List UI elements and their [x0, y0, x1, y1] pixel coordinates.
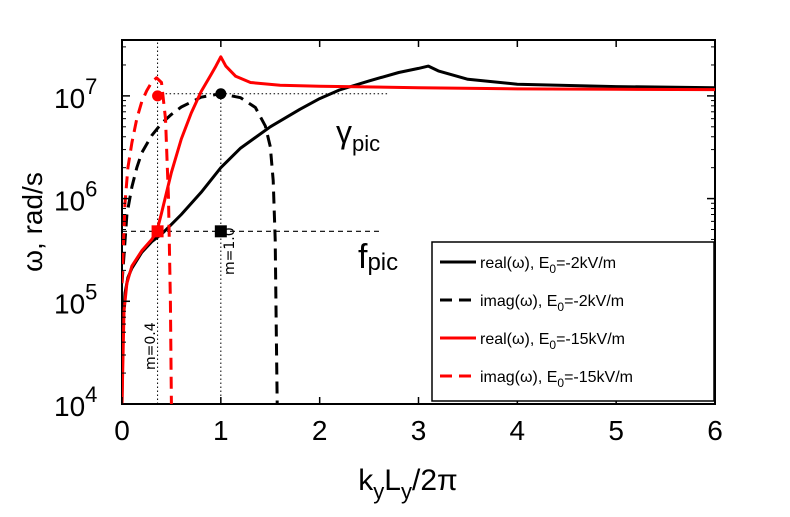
x-tick-label-0: 0	[114, 415, 130, 446]
x-tick-label-2: 2	[312, 415, 328, 446]
f-pic-label: fpic	[358, 238, 398, 276]
legend-label-2: real(ω), E0=-15kV/m	[480, 331, 625, 352]
f-pic-base: f	[358, 238, 368, 276]
x-tick-label-5: 5	[608, 415, 624, 446]
y-tick-label-0: 104	[54, 382, 97, 422]
marker-point-3	[214, 225, 227, 238]
legend-label-1: imag(ω), E0=-2kV/m	[480, 293, 624, 314]
y-ticks: 104 105 106 107	[54, 46, 715, 422]
guide-lines	[122, 40, 389, 404]
data-markers	[151, 88, 227, 238]
legend-label-3: imag(ω), E0=-15kV/m	[480, 369, 633, 390]
f-pic-sub: pic	[367, 249, 398, 276]
gamma-pic-base: γ	[336, 114, 352, 150]
x-label-base: k	[358, 464, 374, 497]
x-label-mid: L	[384, 464, 401, 497]
x-tick-label-3: 3	[411, 415, 427, 446]
legend-label-0: real(ω), E0=-2kV/m	[480, 255, 616, 276]
x-axis-label: kyLy/2π	[358, 464, 457, 504]
marker-point-2	[151, 225, 164, 238]
marker-point-0	[152, 90, 164, 102]
series-line-1	[122, 92, 279, 404]
gamma-pic-sub: pic	[352, 131, 380, 156]
legend-box	[431, 241, 715, 402]
gamma-pic-label: γpic	[336, 114, 380, 156]
series-line-3	[122, 76, 173, 404]
x-ticks: 0 1 2 3 4 5 6	[114, 40, 723, 446]
annotation-m-left: m=0.4	[143, 322, 159, 370]
x-tick-label-1: 1	[213, 415, 229, 446]
series-line-2	[122, 55, 715, 404]
marker-point-1	[215, 88, 227, 100]
y-axis-label: ω, rad/s	[17, 172, 48, 272]
y-tick-label-2: 106	[54, 177, 97, 217]
x-tick-label-4: 4	[510, 415, 526, 446]
data-curves	[122, 55, 715, 404]
legend: real(ω), E0=-2kV/m imag(ω), E0=-2kV/m real…	[431, 241, 715, 402]
y-tick-label-3: 107	[54, 74, 97, 114]
annotation-m-right: m=1.0	[222, 227, 238, 275]
y-tick-label-1: 105	[54, 279, 97, 319]
x-tick-label-6: 6	[707, 415, 723, 446]
x-label-sub1: y	[373, 479, 384, 504]
x-label-tail: /2π	[412, 464, 458, 497]
x-label-sub2: y	[401, 479, 412, 504]
